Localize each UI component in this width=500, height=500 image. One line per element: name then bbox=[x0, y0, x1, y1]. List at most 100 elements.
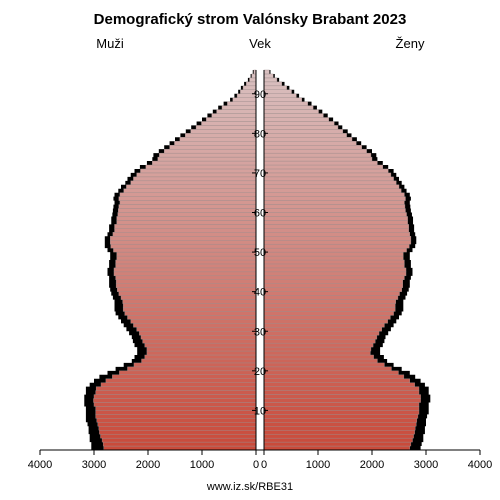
male-bar bbox=[96, 414, 256, 418]
male-bar bbox=[185, 133, 256, 137]
female-bar bbox=[264, 220, 408, 224]
y-tick-label: 60 bbox=[254, 208, 266, 220]
male-bar bbox=[145, 343, 256, 347]
female-bar bbox=[264, 311, 394, 315]
female-bar bbox=[264, 331, 379, 335]
male-bar bbox=[103, 442, 256, 446]
male-bar bbox=[96, 406, 256, 410]
x-tick-label: 2000 bbox=[360, 459, 384, 471]
female-bar bbox=[264, 110, 319, 114]
female-bar bbox=[264, 355, 374, 359]
male-bar bbox=[141, 335, 256, 339]
male-bar bbox=[137, 173, 256, 177]
female-bar bbox=[264, 141, 356, 145]
female-bar bbox=[264, 292, 400, 296]
female-bar bbox=[264, 181, 396, 185]
male-bar bbox=[116, 260, 256, 264]
male-bar bbox=[94, 395, 256, 399]
x-tick-label: 3000 bbox=[414, 459, 438, 471]
female-bar bbox=[264, 359, 377, 363]
female-bar bbox=[264, 70, 269, 74]
male-bar bbox=[101, 383, 256, 387]
female-bar bbox=[264, 343, 373, 347]
pyramid-svg: 0100020003000400001000200030004000102030… bbox=[0, 0, 500, 500]
male-bar bbox=[159, 153, 256, 157]
female-bar bbox=[264, 205, 405, 209]
female-bar bbox=[264, 272, 406, 276]
female-bar bbox=[264, 133, 347, 137]
female-bar bbox=[264, 414, 418, 418]
male-bar bbox=[212, 114, 256, 118]
x-tick-label: 1000 bbox=[306, 459, 330, 471]
male-bar bbox=[147, 351, 256, 355]
female-bar bbox=[264, 157, 372, 161]
right-label: Ženy bbox=[396, 36, 425, 51]
male-bar bbox=[114, 272, 256, 276]
male-bar bbox=[206, 118, 256, 122]
male-bar bbox=[110, 236, 256, 240]
female-bar bbox=[264, 232, 410, 236]
male-bar bbox=[246, 82, 256, 86]
female-bar bbox=[264, 367, 391, 371]
female-bar bbox=[264, 304, 395, 308]
female-bar bbox=[264, 256, 403, 260]
female-bar bbox=[264, 335, 377, 339]
female-bar bbox=[264, 418, 417, 422]
female-bar bbox=[264, 74, 273, 78]
female-bar bbox=[264, 403, 419, 407]
male-bar bbox=[252, 74, 256, 78]
female-bar bbox=[264, 106, 313, 110]
female-bar bbox=[264, 268, 406, 272]
male-bar bbox=[143, 339, 256, 343]
female-bar bbox=[264, 406, 419, 410]
female-bar bbox=[264, 308, 395, 312]
male-bar bbox=[139, 331, 256, 335]
x-tick-label: 2000 bbox=[136, 459, 160, 471]
male-bar bbox=[191, 129, 256, 133]
y-tick-label: 50 bbox=[254, 247, 266, 259]
female-bar bbox=[264, 177, 394, 181]
male-bar bbox=[146, 165, 256, 169]
female-bar bbox=[264, 185, 399, 189]
male-bar bbox=[117, 288, 256, 292]
female-bar bbox=[264, 371, 398, 375]
female-bar bbox=[264, 438, 413, 442]
male-bar bbox=[145, 355, 256, 359]
female-bar bbox=[264, 434, 414, 438]
male-bar bbox=[113, 232, 256, 236]
male-bar bbox=[121, 296, 256, 300]
male-bar bbox=[126, 185, 256, 189]
male-bar bbox=[222, 106, 256, 110]
male-bar bbox=[98, 422, 256, 426]
female-bar bbox=[264, 102, 308, 106]
female-bar bbox=[264, 391, 419, 395]
male-bar bbox=[174, 141, 256, 145]
female-bar bbox=[264, 125, 338, 129]
male-bar bbox=[106, 379, 256, 383]
male-bar bbox=[170, 145, 256, 149]
female-bar bbox=[264, 82, 282, 86]
male-bar bbox=[133, 177, 256, 181]
female-bar bbox=[264, 323, 384, 327]
male-bar bbox=[201, 121, 256, 125]
female-bar bbox=[264, 276, 404, 280]
male-bar bbox=[93, 399, 256, 403]
male-bar bbox=[123, 304, 256, 308]
x-tick-label: 4000 bbox=[28, 459, 52, 471]
female-bar bbox=[264, 173, 391, 177]
male-bar bbox=[111, 244, 256, 248]
female-bar bbox=[264, 189, 401, 193]
female-bar bbox=[264, 351, 370, 355]
male-bar bbox=[104, 446, 256, 450]
male-bar bbox=[118, 209, 256, 213]
male-bar bbox=[164, 149, 256, 153]
female-bar bbox=[264, 228, 409, 232]
male-bar bbox=[152, 161, 256, 165]
female-bar bbox=[264, 339, 375, 343]
male-bar bbox=[120, 193, 256, 197]
female-bar bbox=[264, 129, 343, 133]
female-bar bbox=[264, 347, 371, 351]
female-bar bbox=[264, 145, 362, 149]
male-bar bbox=[140, 169, 256, 173]
footer-text: www.iz.sk/RBE31 bbox=[206, 481, 293, 493]
